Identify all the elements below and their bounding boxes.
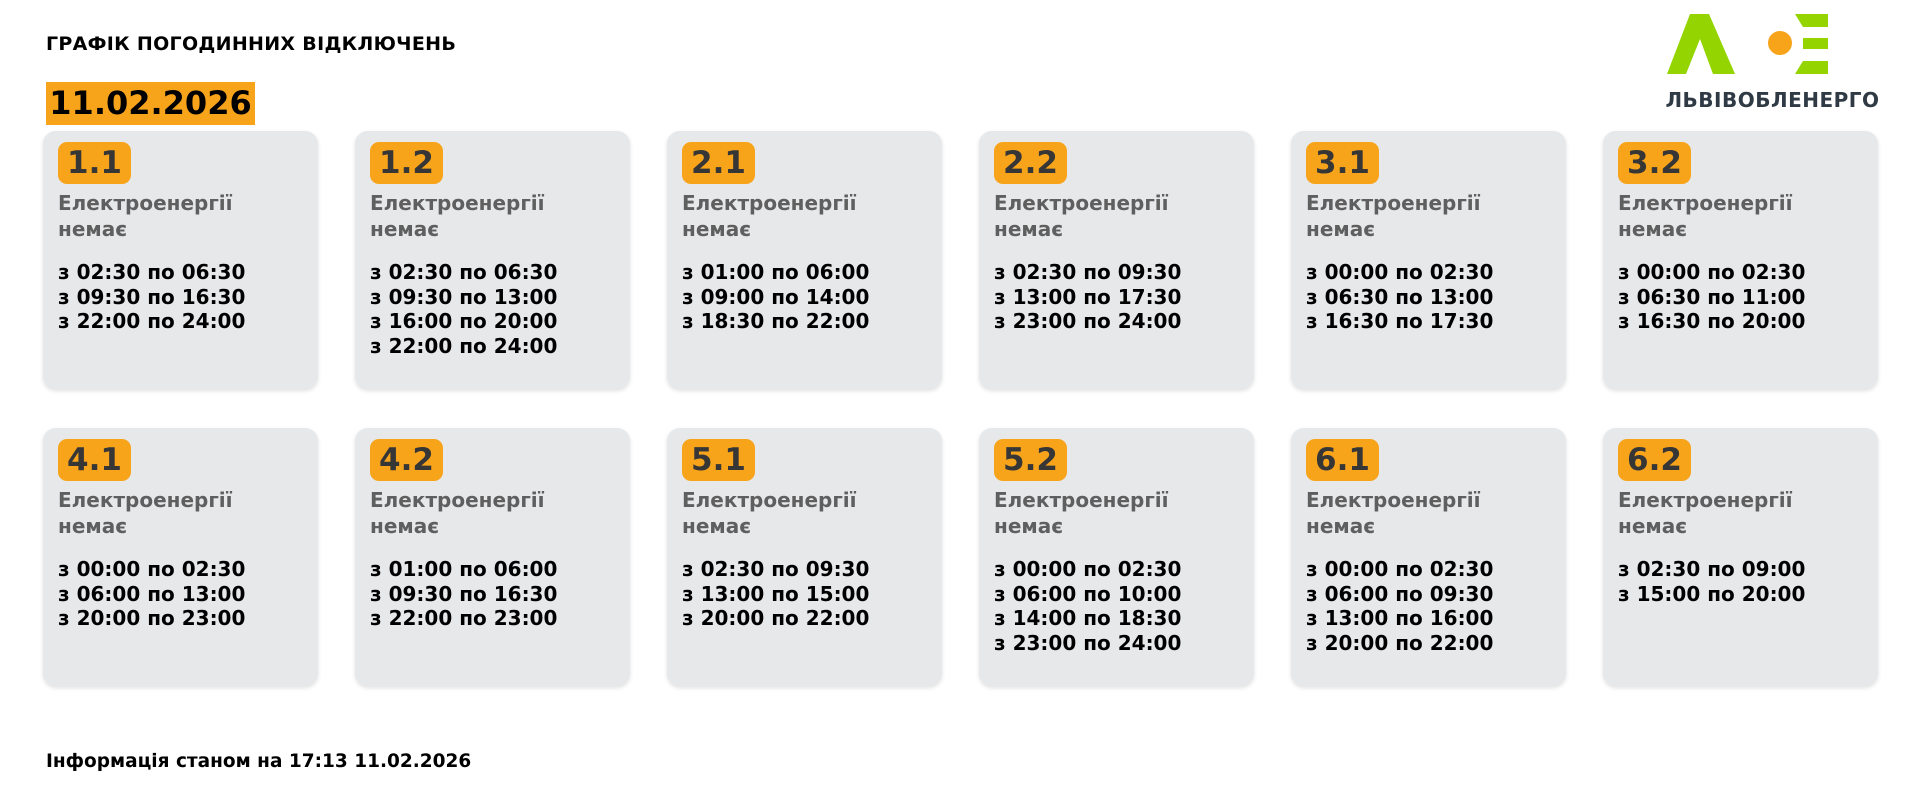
group-badge: 1.2 <box>370 142 443 184</box>
lvivoblenergo-logo <box>1667 14 1828 74</box>
outage-times: з 02:30 по 06:30 з 09:30 по 13:00 з 16:00 … <box>370 260 615 358</box>
group-badge: 6.1 <box>1306 439 1379 481</box>
outage-interval: з 00:00 по 02:30 <box>1618 260 1806 284</box>
outage-interval: з 13:00 по 17:30 <box>994 284 1182 309</box>
outage-interval: з 00:00 по 02:30 <box>994 557 1182 581</box>
status-label: Електроенергії немає <box>58 488 233 538</box>
outage-interval: з 09:30 по 16:30 <box>370 581 558 606</box>
group-card: 2.2 Електроенергії немає з 02:30 по 09:30 з… <box>979 131 1254 389</box>
outage-interval: з 13:00 по 15:00 <box>682 581 870 606</box>
status-label: Електроенергії немає <box>1306 191 1481 241</box>
group-card: 2.1 Електроенергії немає з 01:00 по 06:00 з… <box>667 131 942 389</box>
group-card: 4.2 Електроенергії немає з 01:00 по 06:00 з… <box>355 428 630 686</box>
outage-times: з 02:30 по 09:30 з 13:00 по 15:00 з 20:00 … <box>682 557 927 631</box>
outage-interval: з 02:30 по 09:30 <box>682 557 870 581</box>
outage-interval: з 22:00 по 23:00 <box>370 606 558 630</box>
outage-interval: з 14:00 по 18:30 <box>994 606 1182 630</box>
group-card: 6.2 Електроенергії немає з 02:30 по 09:00 з… <box>1603 428 1878 686</box>
page-title: ГРАФІК ПОГОДИННИХ ВІДКЛЮЧЕНЬ <box>46 33 457 55</box>
outage-times: з 00:00 по 02:30 з 06:00 по 09:30 з 13:00 … <box>1306 557 1551 655</box>
outage-interval: з 09:00 по 14:00 <box>682 284 870 309</box>
outage-times: з 00:00 по 02:30 з 06:00 по 13:00 з 20:00 … <box>58 557 303 631</box>
outage-interval: з 02:30 по 09:00 <box>1618 557 1806 581</box>
group-badge: 4.1 <box>58 439 131 481</box>
group-badge: 5.1 <box>682 439 755 481</box>
group-card: 6.1 Електроенергії немає з 00:00 по 02:30 з… <box>1291 428 1566 686</box>
group-card: 1.1 Електроенергії немає з 02:30 по 06:30 з… <box>43 131 318 389</box>
outage-interval: з 01:00 по 06:00 <box>682 260 870 284</box>
outage-interval: з 20:00 по 22:00 <box>1306 630 1494 655</box>
status-label: Електроенергії немає <box>994 191 1169 241</box>
group-card: 5.2 Електроенергії немає з 00:00 по 02:30 з… <box>979 428 1254 686</box>
outage-interval: з 09:30 по 13:00 <box>370 284 558 309</box>
outage-interval: з 23:00 по 24:00 <box>994 630 1182 655</box>
outage-interval: з 20:00 по 23:00 <box>58 606 246 630</box>
status-label: Електроенергії немає <box>682 191 857 241</box>
outage-interval: з 06:30 по 13:00 <box>1306 284 1494 309</box>
outage-interval: з 01:00 по 06:00 <box>370 557 558 581</box>
outage-interval: з 00:00 по 02:30 <box>1306 260 1494 284</box>
group-card: 3.2 Електроенергії немає з 00:00 по 02:30 з… <box>1603 131 1878 389</box>
outage-interval: з 16:30 по 20:00 <box>1618 309 1806 333</box>
group-badge: 2.1 <box>682 142 755 184</box>
group-card: 5.1 Електроенергії немає з 02:30 по 09:30 з… <box>667 428 942 686</box>
status-label: Електроенергії немає <box>1306 488 1481 538</box>
outage-interval: з 16:30 по 17:30 <box>1306 309 1494 333</box>
group-badge: 3.1 <box>1306 142 1379 184</box>
outage-times: з 02:30 по 06:30 з 09:30 по 16:30 з 22:00 … <box>58 260 303 334</box>
group-badge: 3.2 <box>1618 142 1691 184</box>
status-label: Електроенергії немає <box>58 191 233 241</box>
status-label: Електроенергії немає <box>682 488 857 538</box>
outage-interval: з 00:00 по 02:30 <box>58 557 246 581</box>
outage-times: з 01:00 по 06:00 з 09:00 по 14:00 з 18:30 … <box>682 260 927 334</box>
status-label: Електроенергії немає <box>370 488 545 538</box>
outage-interval: з 20:00 по 22:00 <box>682 606 870 630</box>
outage-interval: з 22:00 по 24:00 <box>370 333 558 358</box>
outage-interval: з 09:30 по 16:30 <box>58 284 246 309</box>
outage-interval: з 23:00 по 24:00 <box>994 309 1182 333</box>
outage-interval: з 06:00 по 10:00 <box>994 581 1182 606</box>
group-card: 3.1 Електроенергії немає з 00:00 по 02:30 з… <box>1291 131 1566 389</box>
outage-interval: з 13:00 по 16:00 <box>1306 606 1494 630</box>
status-label: Електроенергії немає <box>1618 191 1793 241</box>
status-label: Електроенергії немає <box>370 191 545 241</box>
groups-grid: 1.1 Електроенергії немає з 02:30 по 06:30 з… <box>43 131 1878 686</box>
group-badge: 4.2 <box>370 439 443 481</box>
group-badge: 6.2 <box>1618 439 1691 481</box>
schedule-date: 11.02.2026 <box>46 82 255 125</box>
updated-info: Інформація станом на 17:13 11.02.2026 <box>46 751 472 772</box>
status-label: Електроенергії немає <box>994 488 1169 538</box>
outage-interval: з 02:30 по 06:30 <box>370 260 558 284</box>
outage-interval: з 00:00 по 02:30 <box>1306 557 1494 581</box>
group-badge: 2.2 <box>994 142 1067 184</box>
outage-times: з 00:00 по 02:30 з 06:30 по 11:00 з 16:30 … <box>1618 260 1863 334</box>
group-card: 4.1 Електроенергії немає з 00:00 по 02:30 з… <box>43 428 318 686</box>
outage-interval: з 06:00 по 13:00 <box>58 581 246 606</box>
outage-times: з 00:00 по 02:30 з 06:30 по 13:00 з 16:30 … <box>1306 260 1551 334</box>
outage-interval: з 02:30 по 09:30 <box>994 260 1182 284</box>
status-label: Електроенергії немає <box>1618 488 1793 538</box>
group-badge: 1.1 <box>58 142 131 184</box>
outage-times: з 01:00 по 06:00 з 09:30 по 16:30 з 22:00 … <box>370 557 615 631</box>
outage-times: з 00:00 по 02:30 з 06:00 по 10:00 з 14:00 … <box>994 557 1239 655</box>
outage-interval: з 18:30 по 22:00 <box>682 309 870 333</box>
outage-interval: з 06:30 по 11:00 <box>1618 284 1806 309</box>
outage-times: з 02:30 по 09:30 з 13:00 по 17:30 з 23:00 … <box>994 260 1239 334</box>
outage-times: з 02:30 по 09:00 з 15:00 по 20:00 <box>1618 557 1863 606</box>
logo-text: ЛЬВІВОБЛЕНЕРГО <box>1665 88 1880 112</box>
outage-interval: з 16:00 по 20:00 <box>370 309 558 333</box>
outage-interval: з 22:00 по 24:00 <box>58 309 246 333</box>
group-card: 1.2 Електроенергії немає з 02:30 по 06:30 з… <box>355 131 630 389</box>
group-badge: 5.2 <box>994 439 1067 481</box>
outage-interval: з 06:00 по 09:30 <box>1306 581 1494 606</box>
outage-interval: з 15:00 по 20:00 <box>1618 581 1806 606</box>
outage-interval: з 02:30 по 06:30 <box>58 260 246 284</box>
